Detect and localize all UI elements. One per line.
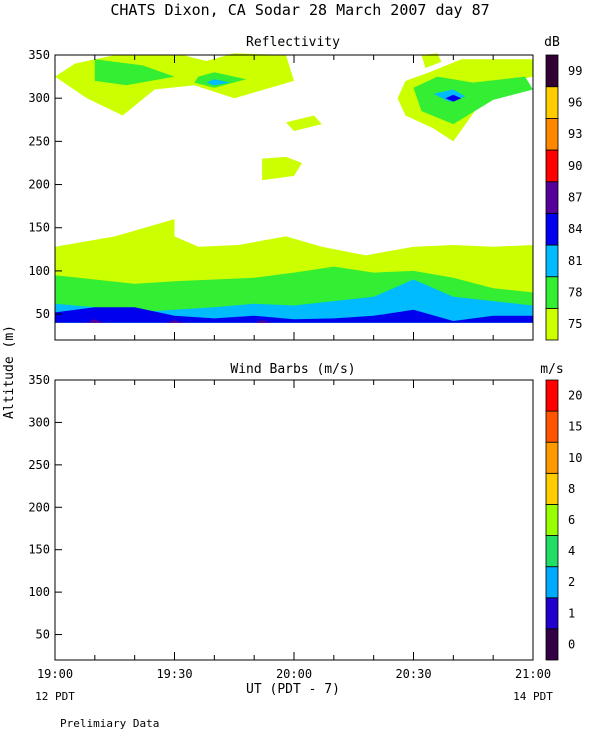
colorbar-tick-label: 87	[568, 191, 582, 205]
reflectivity-panel-title: Reflectivity	[246, 35, 340, 50]
colorbar-swatch	[545, 307, 559, 341]
y-tick-label: 250	[28, 134, 50, 148]
y-tick-label: 350	[28, 373, 50, 387]
contour-region-15	[86, 319, 103, 323]
colorbar-tick-label: 15	[568, 420, 582, 434]
contour-region-2	[262, 156, 302, 181]
colorbar-tick-label: 0	[568, 637, 575, 651]
y-tick-label: 100	[28, 264, 50, 278]
y-tick-label: 300	[28, 91, 50, 105]
colorbar-tick-label: 93	[568, 127, 582, 141]
wind-colorbar: 0 1 2 4 6 8 10 15 20	[545, 379, 582, 661]
reflectivity-contours	[55, 53, 533, 323]
colorbar-swatch	[545, 472, 559, 505]
y-tick-label: 300	[28, 415, 50, 429]
colorbar-swatch	[545, 54, 559, 88]
colorbar-swatch	[545, 117, 559, 151]
wind-plot-frame	[54, 379, 534, 661]
preliminary-note: Prelimiary Data	[60, 717, 159, 730]
colorbar-tick-label: 99	[568, 64, 582, 78]
contour-region-9	[413, 76, 533, 125]
colorbar-swatch	[545, 244, 559, 278]
reflectivity-colorbar: 75 78 81 84 87 90 93 96 99	[545, 54, 582, 341]
y-axis-label: Altitude (m)	[2, 325, 17, 419]
x-tick-label: 21:00	[515, 667, 551, 681]
colorbar-swatch	[545, 86, 559, 119]
colorbar-swatch	[545, 628, 559, 661]
wind-axes: 50 100 150 200 250 300 350	[28, 373, 534, 660]
x-tick-labels: 19:00 19:30 20:00 20:30 21:00	[37, 667, 551, 681]
left-time-label: 12 PDT	[35, 690, 75, 703]
colorbar-tick-label: 90	[568, 159, 582, 173]
colorbar-tick-label: 2	[568, 575, 575, 589]
colorbar-swatch	[545, 212, 559, 246]
x-tick-label: 20:30	[395, 667, 431, 681]
y-tick-label: 150	[28, 221, 50, 235]
colorbar-tick-label: 81	[568, 254, 582, 268]
y-tick-label: 200	[28, 500, 50, 514]
y-tick-label: 200	[28, 178, 50, 192]
colorbar-swatch	[545, 276, 559, 309]
x-tick-label: 19:00	[37, 667, 73, 681]
colorbar-tick-label: 78	[568, 286, 582, 300]
colorbar-swatch	[545, 379, 559, 412]
y-tick-label: 250	[28, 458, 50, 472]
reflectivity-axes: 50 100 150 200 250 300 350	[28, 48, 534, 340]
colorbar-tick-label: 4	[568, 544, 575, 558]
contour-region-3	[286, 115, 322, 131]
x-tick-label: 19:30	[156, 667, 192, 681]
y-tick-label: 350	[28, 48, 50, 62]
contour-region-16	[166, 320, 183, 323]
colorbar-tick-label: 20	[568, 389, 582, 403]
wind-barbs-panel-title: Wind Barbs (m/s)	[230, 362, 355, 377]
right-time-label: 14 PDT	[513, 690, 553, 703]
y-tick-label: 100	[28, 585, 50, 599]
colorbar-swatch	[545, 535, 559, 568]
colorbar-tick-label: 6	[568, 513, 575, 527]
colorbar-swatch	[545, 566, 559, 599]
colorbar-swatch	[545, 503, 559, 536]
colorbar-tick-label: 1	[568, 606, 575, 620]
reflectivity-colorbar-unit: dB	[544, 35, 560, 50]
wind-colorbar-unit: m/s	[540, 362, 563, 377]
contour-region-11	[206, 79, 231, 86]
colorbar-swatch	[545, 181, 559, 214]
colorbar-tick-label: 75	[568, 317, 582, 331]
colorbar-swatch	[545, 441, 559, 474]
y-tick-label: 50	[36, 628, 50, 642]
contour-region-13	[55, 307, 533, 323]
contour-region-14	[445, 94, 462, 102]
colorbar-swatch	[545, 149, 559, 183]
x-axis-label: UT (PDT - 7)	[246, 682, 340, 697]
colorbar-tick-label: 10	[568, 451, 582, 465]
colorbar-tick-label: 96	[568, 96, 582, 110]
contour-region-5	[421, 53, 442, 68]
x-tick-label: 20:00	[276, 667, 312, 681]
contour-region-7	[94, 59, 175, 86]
colorbar-swatch	[545, 597, 559, 630]
colorbar-swatch	[545, 410, 559, 443]
y-tick-label: 150	[28, 543, 50, 557]
contour-region-17	[254, 320, 271, 323]
colorbar-tick-label: 8	[568, 482, 575, 496]
y-tick-label: 50	[36, 307, 50, 321]
figure-title: CHATS Dixon, CA Sodar 28 March 2007 day …	[110, 1, 489, 19]
colorbar-tick-label: 84	[568, 222, 582, 236]
contour-region-8	[194, 72, 247, 88]
